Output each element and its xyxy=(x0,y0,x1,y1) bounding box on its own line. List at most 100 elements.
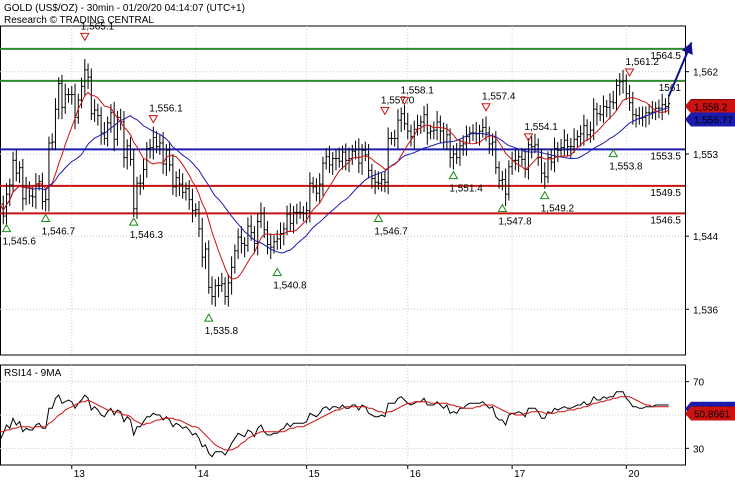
rsi-tick-label: 70 xyxy=(693,378,705,389)
price-tick-label: 1,544 xyxy=(693,232,718,243)
level-label: 1564.5 xyxy=(650,51,681,62)
price-badge: 1,558.2 xyxy=(685,99,735,114)
price-bar xyxy=(520,148,524,166)
price-bar xyxy=(461,135,465,156)
high-marker: 1,565.1 xyxy=(79,21,115,42)
rsi-line xyxy=(0,391,669,458)
price-bar xyxy=(83,58,87,97)
high-triangle xyxy=(148,115,159,124)
price-tick-label: 1,562 xyxy=(693,68,718,79)
low-label: 1,553.8 xyxy=(609,162,643,173)
price-bar xyxy=(637,106,641,125)
level-label: 1561 xyxy=(659,83,682,94)
price-bar xyxy=(383,170,387,193)
price-bar xyxy=(582,114,586,146)
price-bar xyxy=(513,149,517,171)
price-bar xyxy=(376,171,380,190)
low-triangle xyxy=(1,223,12,233)
price-bar xyxy=(566,133,570,157)
price-bar xyxy=(135,176,139,219)
price-badge-box xyxy=(685,99,735,114)
price-bar xyxy=(122,110,126,168)
low-triangle xyxy=(539,190,550,200)
low-marker: 1,545.6 xyxy=(1,223,36,248)
x-tick-label: 16 xyxy=(410,469,422,480)
high-triangle xyxy=(624,68,635,78)
price-bar xyxy=(70,85,74,105)
high-label: 1,556.1 xyxy=(149,104,183,115)
price-bar xyxy=(269,233,273,260)
price-bar xyxy=(318,173,322,204)
price-bar xyxy=(618,73,622,96)
low-label: 1,547.8 xyxy=(498,216,532,227)
low-marker: 1,549.2 xyxy=(539,190,575,215)
price-bar xyxy=(347,147,351,173)
price-bar xyxy=(106,116,110,147)
price-bar xyxy=(168,141,172,172)
price-bar xyxy=(115,110,119,146)
price-bar xyxy=(197,201,201,238)
price-bar xyxy=(138,174,142,196)
price-bar xyxy=(438,115,442,143)
price-bar xyxy=(363,141,367,162)
low-label: 1,546.3 xyxy=(130,230,164,241)
price-bar xyxy=(190,188,194,223)
price-bar xyxy=(660,93,664,121)
price-bar xyxy=(481,118,485,138)
price-bar xyxy=(171,153,175,196)
high-marker: 1,557.0 xyxy=(380,95,415,116)
low-marker: 1,546.3 xyxy=(128,217,164,241)
price-bar xyxy=(357,138,361,174)
price-bar xyxy=(11,151,15,192)
price-bar xyxy=(262,206,266,239)
price-bar xyxy=(331,152,335,175)
price-bar xyxy=(40,172,44,210)
price-bar xyxy=(579,125,583,147)
high-triangle xyxy=(523,133,534,142)
price-bar xyxy=(233,244,237,274)
price-bar xyxy=(634,108,638,128)
price-bar xyxy=(419,115,423,134)
price-bar xyxy=(624,74,628,101)
price-bar xyxy=(474,121,478,144)
price-bar xyxy=(132,148,136,218)
price-bar xyxy=(243,237,247,258)
price-bar xyxy=(295,203,299,225)
price-panel-frame xyxy=(0,25,686,356)
price-bar xyxy=(621,69,625,94)
low-label: 1,540.8 xyxy=(273,280,307,291)
high-triangle xyxy=(481,103,491,112)
price-bar xyxy=(142,158,146,190)
price-bar xyxy=(47,136,51,212)
low-label: 1,546.7 xyxy=(42,227,76,238)
rsi-badge: 50.8661 xyxy=(685,406,735,421)
price-bar xyxy=(14,149,18,182)
price-bar xyxy=(667,94,671,115)
price-bar xyxy=(533,133,537,154)
price-bar xyxy=(279,222,283,249)
price-bar xyxy=(608,93,612,120)
low-label: 1,549.2 xyxy=(541,204,575,215)
price-bar xyxy=(93,99,97,122)
price-bar xyxy=(27,181,31,205)
price-bar xyxy=(657,99,661,119)
price-bar xyxy=(510,151,514,175)
low-marker: 1,540.8 xyxy=(272,267,307,291)
price-bar xyxy=(177,169,181,196)
price-bar xyxy=(204,242,207,270)
rsi-badge-label: 50.8661 xyxy=(694,410,731,421)
price-bar xyxy=(256,212,260,256)
price-bar xyxy=(402,105,406,131)
price-bar xyxy=(327,145,331,174)
price-bar xyxy=(119,108,123,131)
chart-subtitle: Research © TRADING CENTRAL xyxy=(4,15,154,26)
price-bar xyxy=(200,217,204,268)
price-bar xyxy=(151,126,155,160)
price-bar xyxy=(301,206,305,222)
price-bar xyxy=(471,124,475,142)
price-bar xyxy=(311,176,315,194)
low-label: 1,551.4 xyxy=(449,184,483,195)
x-tick-label: 14 xyxy=(198,469,210,480)
price-bar xyxy=(380,173,384,192)
price-bar xyxy=(644,106,648,128)
